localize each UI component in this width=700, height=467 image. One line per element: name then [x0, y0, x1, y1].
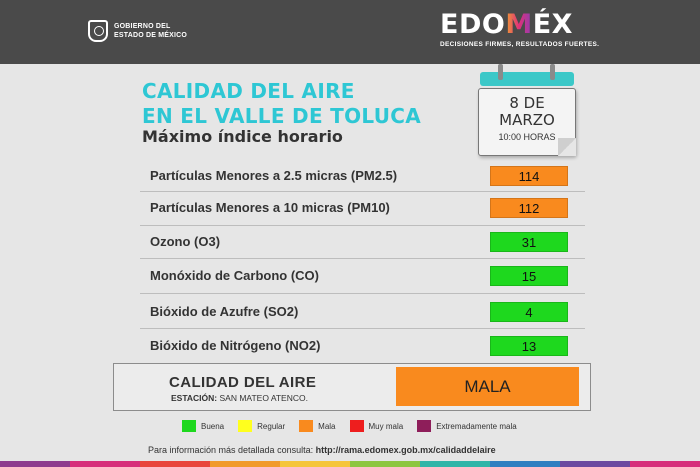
- brand-tagline: DECISIONES FIRMES, RESULTADOS FUERTES.: [440, 41, 600, 48]
- pollutant-index-value: 4: [490, 302, 568, 322]
- station-info: ESTACIÓN: SAN MATEO ATENCO.: [171, 393, 308, 403]
- legend-item-mala: Mala: [299, 420, 336, 432]
- row-divider: [140, 191, 585, 192]
- pollutant-index-value: 112: [490, 198, 568, 218]
- brand-color-stripe: [0, 461, 700, 467]
- page-title-line1: CALIDAD DEL AIRE: [142, 79, 355, 103]
- footer-prefix: Para información más detallada consulta:: [148, 445, 314, 455]
- brand-wordmark-prefix: EDO: [440, 9, 506, 40]
- page-fold-icon: [558, 138, 576, 156]
- pollutant-index-value: 114: [490, 166, 568, 186]
- legend-label: Mala: [318, 421, 336, 431]
- pollutant-label: Bióxido de Azufre (SO2): [150, 304, 299, 319]
- legend-item-extremadamente-mala: Extremadamente mala: [417, 420, 517, 432]
- station-label: ESTACIÓN:: [171, 393, 218, 403]
- pollutant-row-pm25: Partículas Menores a 2.5 micras (PM2.5) …: [140, 164, 585, 188]
- air-quality-result: MALA: [396, 367, 579, 406]
- legend-item-muy-mala: Muy mala: [349, 420, 404, 432]
- calendar-ring-icon: [498, 64, 503, 80]
- stripe-segment: [560, 461, 630, 467]
- pollutant-label: Partículas Menores a 10 micras (PM10): [150, 200, 390, 215]
- pollutant-index-value: 15: [490, 266, 568, 286]
- row-divider: [140, 293, 585, 294]
- pollutant-label: Monóxido de Carbono (CO): [150, 268, 319, 283]
- top-bar: GOBIERNO DEL ESTADO DE MÉXICO EDOMÉX DEC…: [0, 0, 700, 64]
- calendar-header-bar: [480, 72, 574, 86]
- stripe-segment: [210, 461, 280, 467]
- legend-swatch: [349, 420, 364, 432]
- brand-wordmark-m: M: [505, 9, 533, 40]
- legend-label: Muy mala: [368, 421, 404, 431]
- row-divider: [140, 225, 585, 226]
- government-name-line1: GOBIERNO DEL: [114, 23, 171, 30]
- page-title-line2: EN EL VALLE DE TOLUCA: [142, 104, 422, 128]
- legend-item-regular: Regular: [238, 420, 285, 432]
- stripe-segment: [140, 461, 210, 467]
- pollutant-label: Bióxido de Nitrógeno (NO2): [150, 338, 321, 353]
- pollutant-row-so2: Bióxido de Azufre (SO2) 4: [140, 300, 585, 324]
- pollutant-row-pm10: Partículas Menores a 10 micras (PM10) 11…: [140, 196, 585, 220]
- legend-swatch: [417, 420, 432, 432]
- legend-swatch: [182, 420, 196, 432]
- pollutant-row-co: Monóxido de Carbono (CO) 15: [140, 264, 585, 288]
- footer-info: Para información más detallada consulta:…: [148, 445, 496, 455]
- summary-title: CALIDAD DEL AIRE: [169, 374, 317, 391]
- government-logo: GOBIERNO DEL ESTADO DE MÉXICO: [88, 20, 187, 42]
- legend-label: Buena: [201, 421, 225, 431]
- edomex-brand-logo: EDOMÉX DECISIONES FIRMES, RESULTADOS FUE…: [440, 10, 620, 49]
- calendar-page: 8 DE MARZO 10:00 HORAS: [478, 88, 576, 156]
- pollutant-row-o3: Ozono (O3) 31: [140, 230, 585, 254]
- calendar-month: MARZO: [499, 111, 555, 129]
- government-name: GOBIERNO DEL ESTADO DE MÉXICO: [114, 22, 187, 40]
- government-name-line2: ESTADO DE MÉXICO: [114, 32, 188, 39]
- calendar-date: 8 DE MARZO 10:00 HORAS: [474, 64, 580, 160]
- stripe-segment: [630, 461, 700, 467]
- color-legend: Buena Regular Mala Muy mala Extremadamen…: [182, 420, 531, 432]
- air-quality-summary: CALIDAD DEL AIRE ESTACIÓN: SAN MATEO ATE…: [113, 363, 591, 411]
- legend-label: Regular: [257, 421, 286, 431]
- pollutant-label: Partículas Menores a 2.5 micras (PM2.5): [150, 168, 398, 183]
- legend-item-buena: Buena: [182, 420, 224, 432]
- pollutant-label: Ozono (O3): [150, 234, 221, 249]
- stripe-segment: [420, 461, 490, 467]
- row-divider: [140, 258, 585, 259]
- calendar-time: 10:00 HORAS: [498, 132, 556, 142]
- brand-wordmark-suffix: ÉX: [532, 9, 573, 40]
- air-quality-link[interactable]: http://rama.edomex.gob.mx/calidaddelaire: [315, 445, 496, 455]
- legend-swatch: [238, 420, 253, 432]
- stripe-segment: [70, 461, 140, 467]
- stripe-segment: [0, 461, 70, 467]
- pollutant-row-no2: Bióxido de Nitrógeno (NO2) 13: [140, 334, 585, 358]
- legend-swatch: [299, 420, 314, 432]
- pollutant-index-value: 13: [490, 336, 568, 356]
- stripe-segment: [490, 461, 560, 467]
- stripe-segment: [280, 461, 350, 467]
- legend-label: Extremadamente mala: [436, 421, 517, 431]
- station-name: SAN MATEO ATENCO.: [219, 393, 308, 403]
- brand-wordmark: EDOMÉX: [440, 10, 620, 40]
- row-divider: [140, 328, 585, 329]
- state-seal-icon: [88, 20, 108, 42]
- page-subtitle: Máximo índice horario: [142, 127, 343, 146]
- calendar-ring-icon: [550, 64, 555, 80]
- calendar-day: 8 DE: [509, 94, 545, 112]
- stripe-segment: [350, 461, 420, 467]
- pollutant-index-value: 31: [490, 232, 568, 252]
